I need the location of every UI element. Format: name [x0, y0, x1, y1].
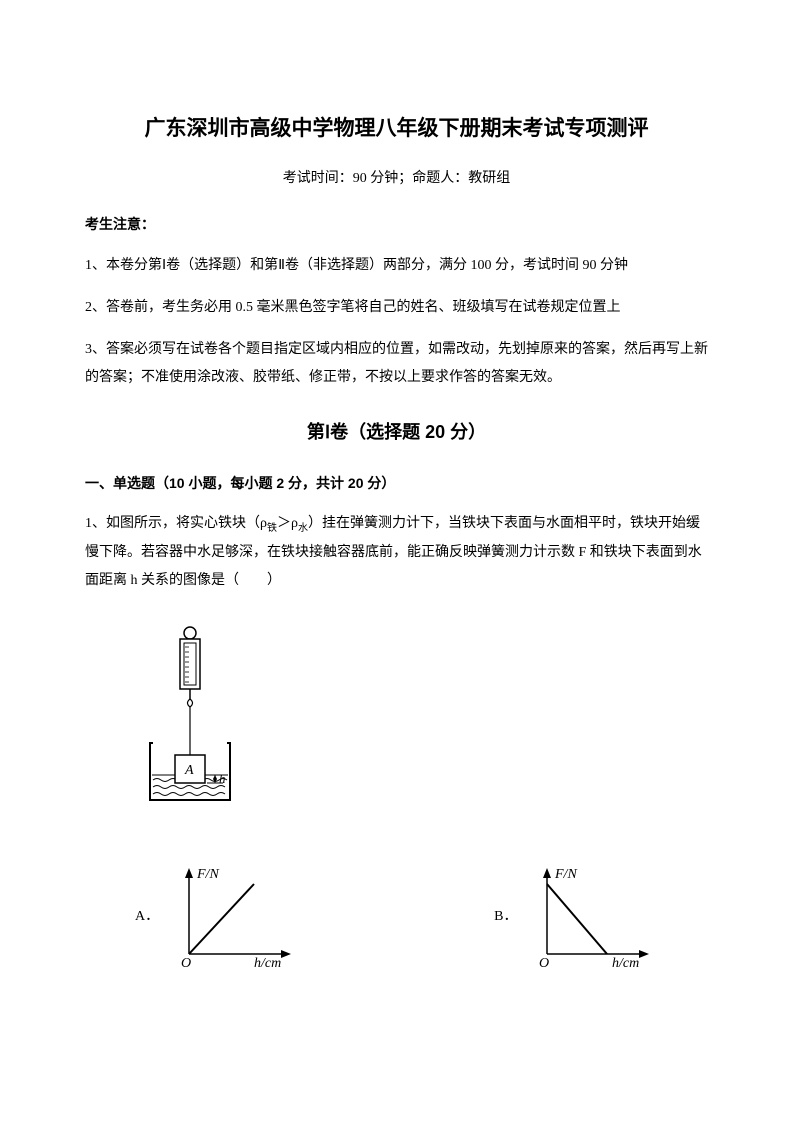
chart-b-ylabel: F/N [554, 867, 577, 882]
question-1-sub1: 铁 [267, 523, 277, 534]
section-1-header: 第Ⅰ卷（选择题 20 分） [85, 416, 708, 448]
svg-text:O: O [181, 956, 191, 969]
notice-header: 考生注意： [85, 213, 708, 238]
chart-a-svg: F/N O h/cm [169, 864, 304, 969]
question-1-sub2: 水 [298, 523, 308, 534]
question-1: 1、如图所示，将实心铁块（ρ铁＞ρ水）挂在弹簧测力计下，当铁块下表面与水面相平时… [85, 510, 708, 595]
option-b-label: B． [494, 904, 517, 929]
svg-text:h: h [219, 771, 226, 786]
exam-subtitle: 考试时间：90 分钟；命题人：教研组 [85, 166, 708, 191]
option-a-label: A． [135, 904, 159, 929]
option-a: A． F/N O h/cm [135, 864, 304, 969]
chart-b-svg: F/N O h/cm [527, 864, 662, 969]
question-1-prefix: 1、如图所示，将实心铁块（ρ [85, 516, 267, 531]
question-1-mid1: ＞ρ [277, 516, 298, 531]
chart-a-ylabel: F/N [196, 867, 219, 882]
chart-a-xlabel: h/cm [254, 956, 281, 969]
notice-item-1: 1、本卷分第Ⅰ卷（选择题）和第Ⅱ卷（非选择题）两部分，满分 100 分，考试时间… [85, 252, 708, 280]
notice-item-2: 2、答卷前，考生务必用 0.5 毫米黑色签字笔将自己的姓名、班级填写在试卷规定位… [85, 294, 708, 322]
beaker-figure: A h [135, 625, 708, 834]
svg-text:O: O [539, 956, 549, 969]
options-row: A． F/N O h/cm B． F/N [135, 864, 708, 969]
chart-b-xlabel: h/cm [612, 956, 639, 969]
notice-item-3: 3、答案必须写在试卷各个题目指定区域内相应的位置，如需改动，先划掉原来的答案，然… [85, 336, 708, 392]
svg-text:A: A [184, 763, 194, 778]
option-b: B． F/N O h/cm [494, 864, 662, 969]
beaker-svg: A h [135, 625, 245, 825]
exam-title: 广东深圳市高级中学物理八年级下册期末考试专项测评 [85, 110, 708, 148]
subsection-header: 一、单选题（10 小题，每小题 2 分，共计 20 分） [85, 471, 708, 496]
